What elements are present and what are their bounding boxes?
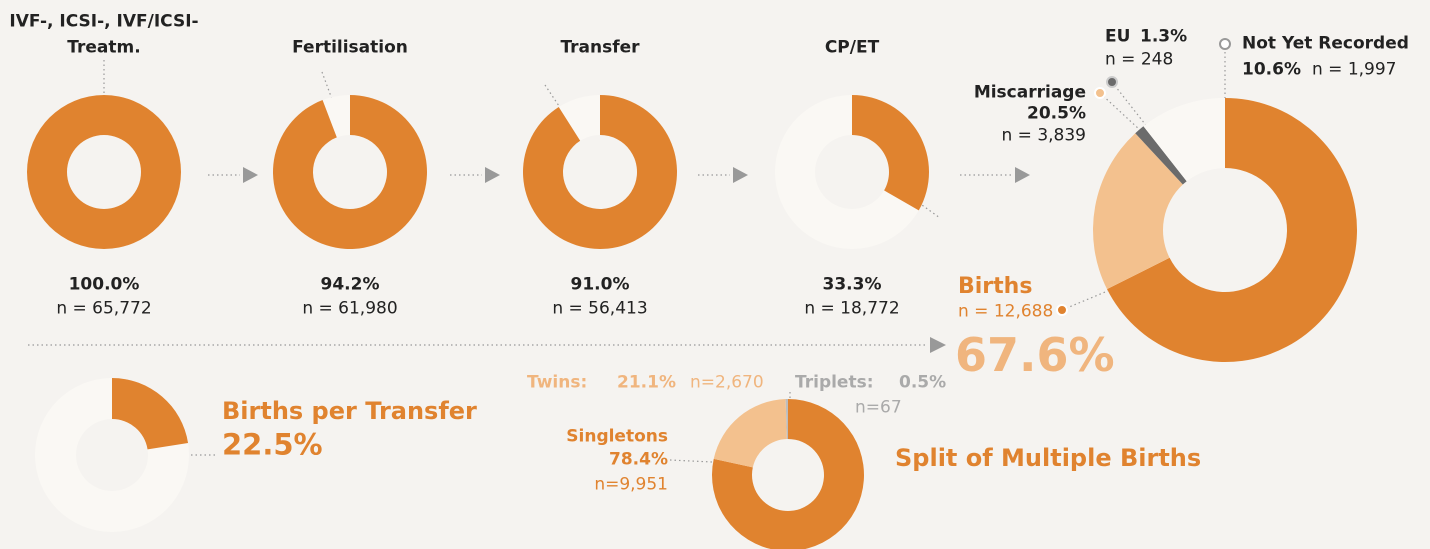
label: Singletons [566, 426, 668, 447]
label: 22.5% [222, 427, 323, 462]
slice [785, 399, 788, 440]
label: Fertilisation [292, 37, 408, 58]
label: n = 56,413 [552, 298, 648, 319]
label: 67.6% [955, 328, 1115, 382]
label: 1.3% [1140, 26, 1188, 47]
slice [273, 95, 427, 250]
slice [1107, 98, 1358, 362]
label: n=67 [855, 397, 902, 418]
label: 33.3% [822, 274, 882, 295]
label: n=2,670 [690, 372, 764, 393]
marker [1219, 38, 1231, 50]
label: CP/ET [824, 37, 880, 58]
label: 20.5% [1027, 103, 1086, 124]
label: Split of Multiple Births [895, 444, 1202, 472]
arrows [243, 167, 1030, 353]
label: 91.0% [570, 274, 630, 295]
label: 78.4% [609, 449, 668, 470]
label: Miscarriage [973, 82, 1086, 103]
label: 10.6% [1242, 59, 1301, 80]
label: Not Yet Recorded [1242, 33, 1409, 54]
label: IVF-, ICSI-, IVF/ICSI- [9, 11, 199, 32]
slice [852, 95, 929, 211]
label: n=9,951 [594, 474, 668, 495]
label: 100.0% [68, 274, 140, 295]
label: Triplets: [795, 372, 874, 393]
slice [712, 399, 864, 549]
slice [1093, 133, 1183, 290]
label: n = 65,772 [56, 298, 152, 319]
label: n = 1,997 [1312, 59, 1397, 80]
label: n = 61,980 [302, 298, 398, 319]
label: Births per Transfer [222, 397, 477, 425]
marker [1106, 76, 1118, 88]
label: Births [958, 274, 1033, 299]
marker [1056, 304, 1068, 316]
label: EU [1105, 26, 1131, 47]
slice [523, 95, 677, 249]
label: n = 12,688 [958, 301, 1054, 322]
slice [27, 95, 181, 249]
label: 21.1% [617, 372, 676, 393]
slice [1135, 126, 1187, 185]
label: 0.5% [899, 372, 947, 393]
slice [1143, 98, 1225, 182]
marker [1094, 87, 1106, 99]
label: Twins: [527, 372, 588, 393]
label: Treatm. [67, 37, 141, 58]
label: 94.2% [320, 274, 380, 295]
label: Transfer [560, 37, 640, 58]
label: n = 18,772 [804, 298, 900, 319]
label: n = 3,839 [1001, 125, 1087, 146]
slice [112, 378, 189, 450]
slice [713, 399, 787, 468]
label: n = 248 [1105, 49, 1174, 70]
